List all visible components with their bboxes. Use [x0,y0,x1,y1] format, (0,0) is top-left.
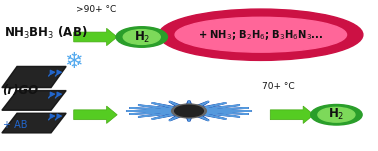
Text: NH$_3$BH$_3$ (AB): NH$_3$BH$_3$ (AB) [4,25,87,41]
Polygon shape [2,66,66,88]
Polygon shape [152,113,182,119]
Polygon shape [2,113,66,133]
Polygon shape [187,114,191,121]
Polygon shape [206,108,248,110]
Polygon shape [201,105,240,110]
Polygon shape [169,114,187,120]
Polygon shape [169,101,187,108]
Polygon shape [205,111,249,114]
Polygon shape [201,112,240,117]
Circle shape [172,104,206,118]
Text: + NH$_3$; B$_2$H$_6$; B$_3$H$_6$N$_3$...: + NH$_3$; B$_2$H$_6$; B$_3$H$_6$N$_3$... [198,28,324,42]
Circle shape [311,104,362,125]
Polygon shape [203,112,240,117]
Polygon shape [191,114,209,120]
Polygon shape [206,112,248,114]
Text: H$_2$: H$_2$ [133,29,150,45]
Polygon shape [185,114,193,121]
Circle shape [123,30,160,44]
Polygon shape [152,103,182,109]
Polygon shape [130,112,172,114]
Polygon shape [198,113,226,119]
Text: ❄: ❄ [64,52,83,72]
Polygon shape [169,114,185,120]
Polygon shape [129,111,173,114]
Polygon shape [152,113,180,119]
Circle shape [318,107,355,122]
Text: >90+ °C: >90+ °C [76,5,116,14]
Polygon shape [169,101,185,108]
FancyArrow shape [270,106,314,124]
Polygon shape [196,113,226,119]
Text: (r)GO: (r)GO [2,84,38,97]
Polygon shape [203,105,240,109]
Polygon shape [138,105,177,110]
Text: + AB: + AB [3,120,28,130]
Polygon shape [196,103,226,109]
Polygon shape [205,108,249,111]
FancyArrow shape [74,28,117,46]
Polygon shape [193,101,209,108]
Polygon shape [127,110,171,112]
Polygon shape [187,101,191,108]
Circle shape [116,27,167,47]
Polygon shape [152,103,180,109]
FancyArrow shape [74,106,117,124]
Polygon shape [191,101,209,108]
Circle shape [175,105,203,117]
Polygon shape [2,91,66,110]
Ellipse shape [175,17,347,52]
Polygon shape [185,101,193,108]
Polygon shape [207,110,251,112]
Ellipse shape [159,9,363,60]
Text: H$_2$: H$_2$ [328,107,345,122]
Polygon shape [138,105,175,109]
Polygon shape [138,112,175,117]
Polygon shape [138,112,177,117]
Text: 70+ °C: 70+ °C [262,82,294,91]
Polygon shape [130,108,172,110]
Polygon shape [198,103,226,109]
Polygon shape [129,108,173,111]
Polygon shape [193,114,209,120]
